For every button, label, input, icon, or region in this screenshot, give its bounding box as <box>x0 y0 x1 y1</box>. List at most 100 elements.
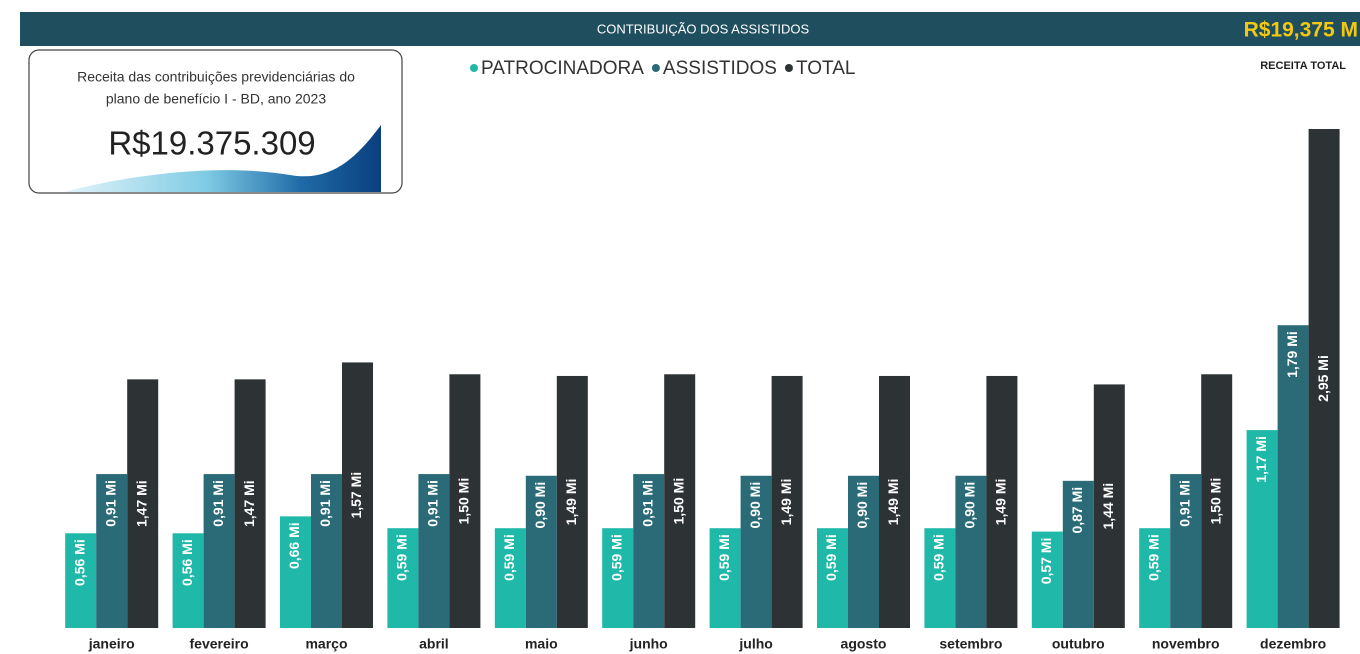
value-label: 1,49 Mi <box>563 479 579 526</box>
bar <box>924 528 956 628</box>
value-label: 0,56 Mi <box>71 539 87 586</box>
bar <box>96 474 128 628</box>
bar <box>740 475 772 628</box>
value-label: 0,66 Mi <box>286 522 302 569</box>
bar <box>1277 325 1309 628</box>
bar <box>234 379 266 628</box>
x-tick-label: julho <box>738 636 772 652</box>
value-label: 1,49 Mi <box>993 479 1009 526</box>
bar <box>955 475 987 628</box>
value-label: 0,59 Mi <box>823 534 839 581</box>
bar <box>1201 374 1233 628</box>
header-bar <box>20 12 1360 46</box>
value-label: 0,91 Mi <box>639 480 655 527</box>
value-label: 0,91 Mi <box>102 480 118 527</box>
bar <box>127 379 159 628</box>
value-label: 0,56 Mi <box>179 539 195 586</box>
x-tick-label: janeiro <box>88 636 135 652</box>
bar <box>602 528 634 628</box>
bar <box>280 516 311 628</box>
card-frame <box>28 49 403 194</box>
value-label: 0,59 Mi <box>394 534 410 581</box>
bar <box>203 474 235 628</box>
value-label: 1,50 Mi <box>670 478 686 525</box>
legend: PATROCINADORA ASSISTIDOS TOTAL <box>470 58 855 79</box>
value-label: 1,49 Mi <box>778 479 794 526</box>
x-tick-label: novembro <box>1152 636 1220 652</box>
bar <box>494 528 526 628</box>
bar <box>65 533 97 628</box>
card-line: Receita das contribuições previdenciária… <box>77 69 355 85</box>
value-label: 1,17 Mi <box>1253 436 1269 483</box>
bar <box>1093 384 1125 628</box>
bar <box>525 475 557 628</box>
value-label: 1,47 Mi <box>241 480 257 527</box>
bar <box>1031 531 1063 628</box>
value-label: 1,50 Mi <box>456 478 472 525</box>
x-tick-label: fevereiro <box>190 636 249 652</box>
value-label: 1,49 Mi <box>885 479 901 526</box>
x-tick-label: setembro <box>939 636 1002 652</box>
legend-label: PATROCINADORA <box>481 58 644 79</box>
value-label: 1,50 Mi <box>1207 478 1223 525</box>
value-label: 0,59 Mi <box>501 534 517 581</box>
x-tick-label: junho <box>629 636 668 652</box>
header-title: CONTRIBUIÇÃO DOS ASSISTIDOS <box>597 21 810 36</box>
bar <box>556 375 588 628</box>
legend-label: TOTAL <box>796 58 855 79</box>
bar <box>342 362 373 628</box>
kpi-label: RECEITA TOTAL <box>1260 60 1346 72</box>
bar <box>1246 430 1278 628</box>
card-wave <box>64 125 381 192</box>
x-tick-label: dezembro <box>1260 636 1326 652</box>
x-tick-label: agosto <box>841 636 887 652</box>
bar <box>986 375 1018 628</box>
legend-label: ASSISTIDOS <box>663 58 777 79</box>
bar <box>817 528 848 628</box>
value-label: 0,59 Mi <box>1145 534 1161 581</box>
bar <box>848 475 879 628</box>
card-value: R$19.375.309 <box>108 125 315 162</box>
value-label: 0,91 Mi <box>425 480 441 527</box>
value-label: 0,59 Mi <box>931 534 947 581</box>
legend-dot <box>784 64 793 72</box>
value-label: 1,47 Mi <box>133 480 149 527</box>
bar <box>1062 480 1094 628</box>
x-tick-label: março <box>305 636 347 652</box>
value-label: 0,90 Mi <box>532 482 548 529</box>
value-label: 0,59 Mi <box>608 534 624 581</box>
card: Receita das contribuições previdenciária… <box>28 49 403 194</box>
value-label: 0,90 Mi <box>854 482 870 529</box>
legend-dot <box>651 64 660 72</box>
bar <box>664 374 696 628</box>
x-tick-label: outubro <box>1052 636 1105 652</box>
value-label: 1,44 Mi <box>1100 483 1116 530</box>
value-label: 0,87 Mi <box>1069 487 1085 534</box>
value-label: 0,59 Mi <box>716 534 732 581</box>
bar <box>879 375 910 628</box>
bar <box>709 528 741 628</box>
bar <box>172 533 204 628</box>
x-tick-label: abril <box>419 636 449 652</box>
bar <box>1139 528 1171 628</box>
bar <box>311 474 342 628</box>
bar <box>449 374 481 628</box>
bar <box>418 474 450 628</box>
x-tick-label: maio <box>525 636 558 652</box>
value-label: 0,91 Mi <box>210 480 226 527</box>
value-label: 0,57 Mi <box>1038 538 1054 585</box>
bar <box>387 528 419 628</box>
value-label: 1,79 Mi <box>1284 331 1300 378</box>
legend-dot <box>470 64 478 72</box>
value-label: 1,57 Mi <box>348 472 364 519</box>
value-label: 0,91 Mi <box>317 480 333 527</box>
bar <box>1170 474 1202 628</box>
bar <box>771 375 803 628</box>
value-label: 0,91 Mi <box>1176 480 1192 527</box>
card-line: plano de benefício I - BD, ano 2023 <box>106 91 326 107</box>
kpi-value: R$19,375 M <box>1244 19 1358 42</box>
bar <box>1308 129 1340 628</box>
value-label: 0,90 Mi <box>962 482 978 529</box>
